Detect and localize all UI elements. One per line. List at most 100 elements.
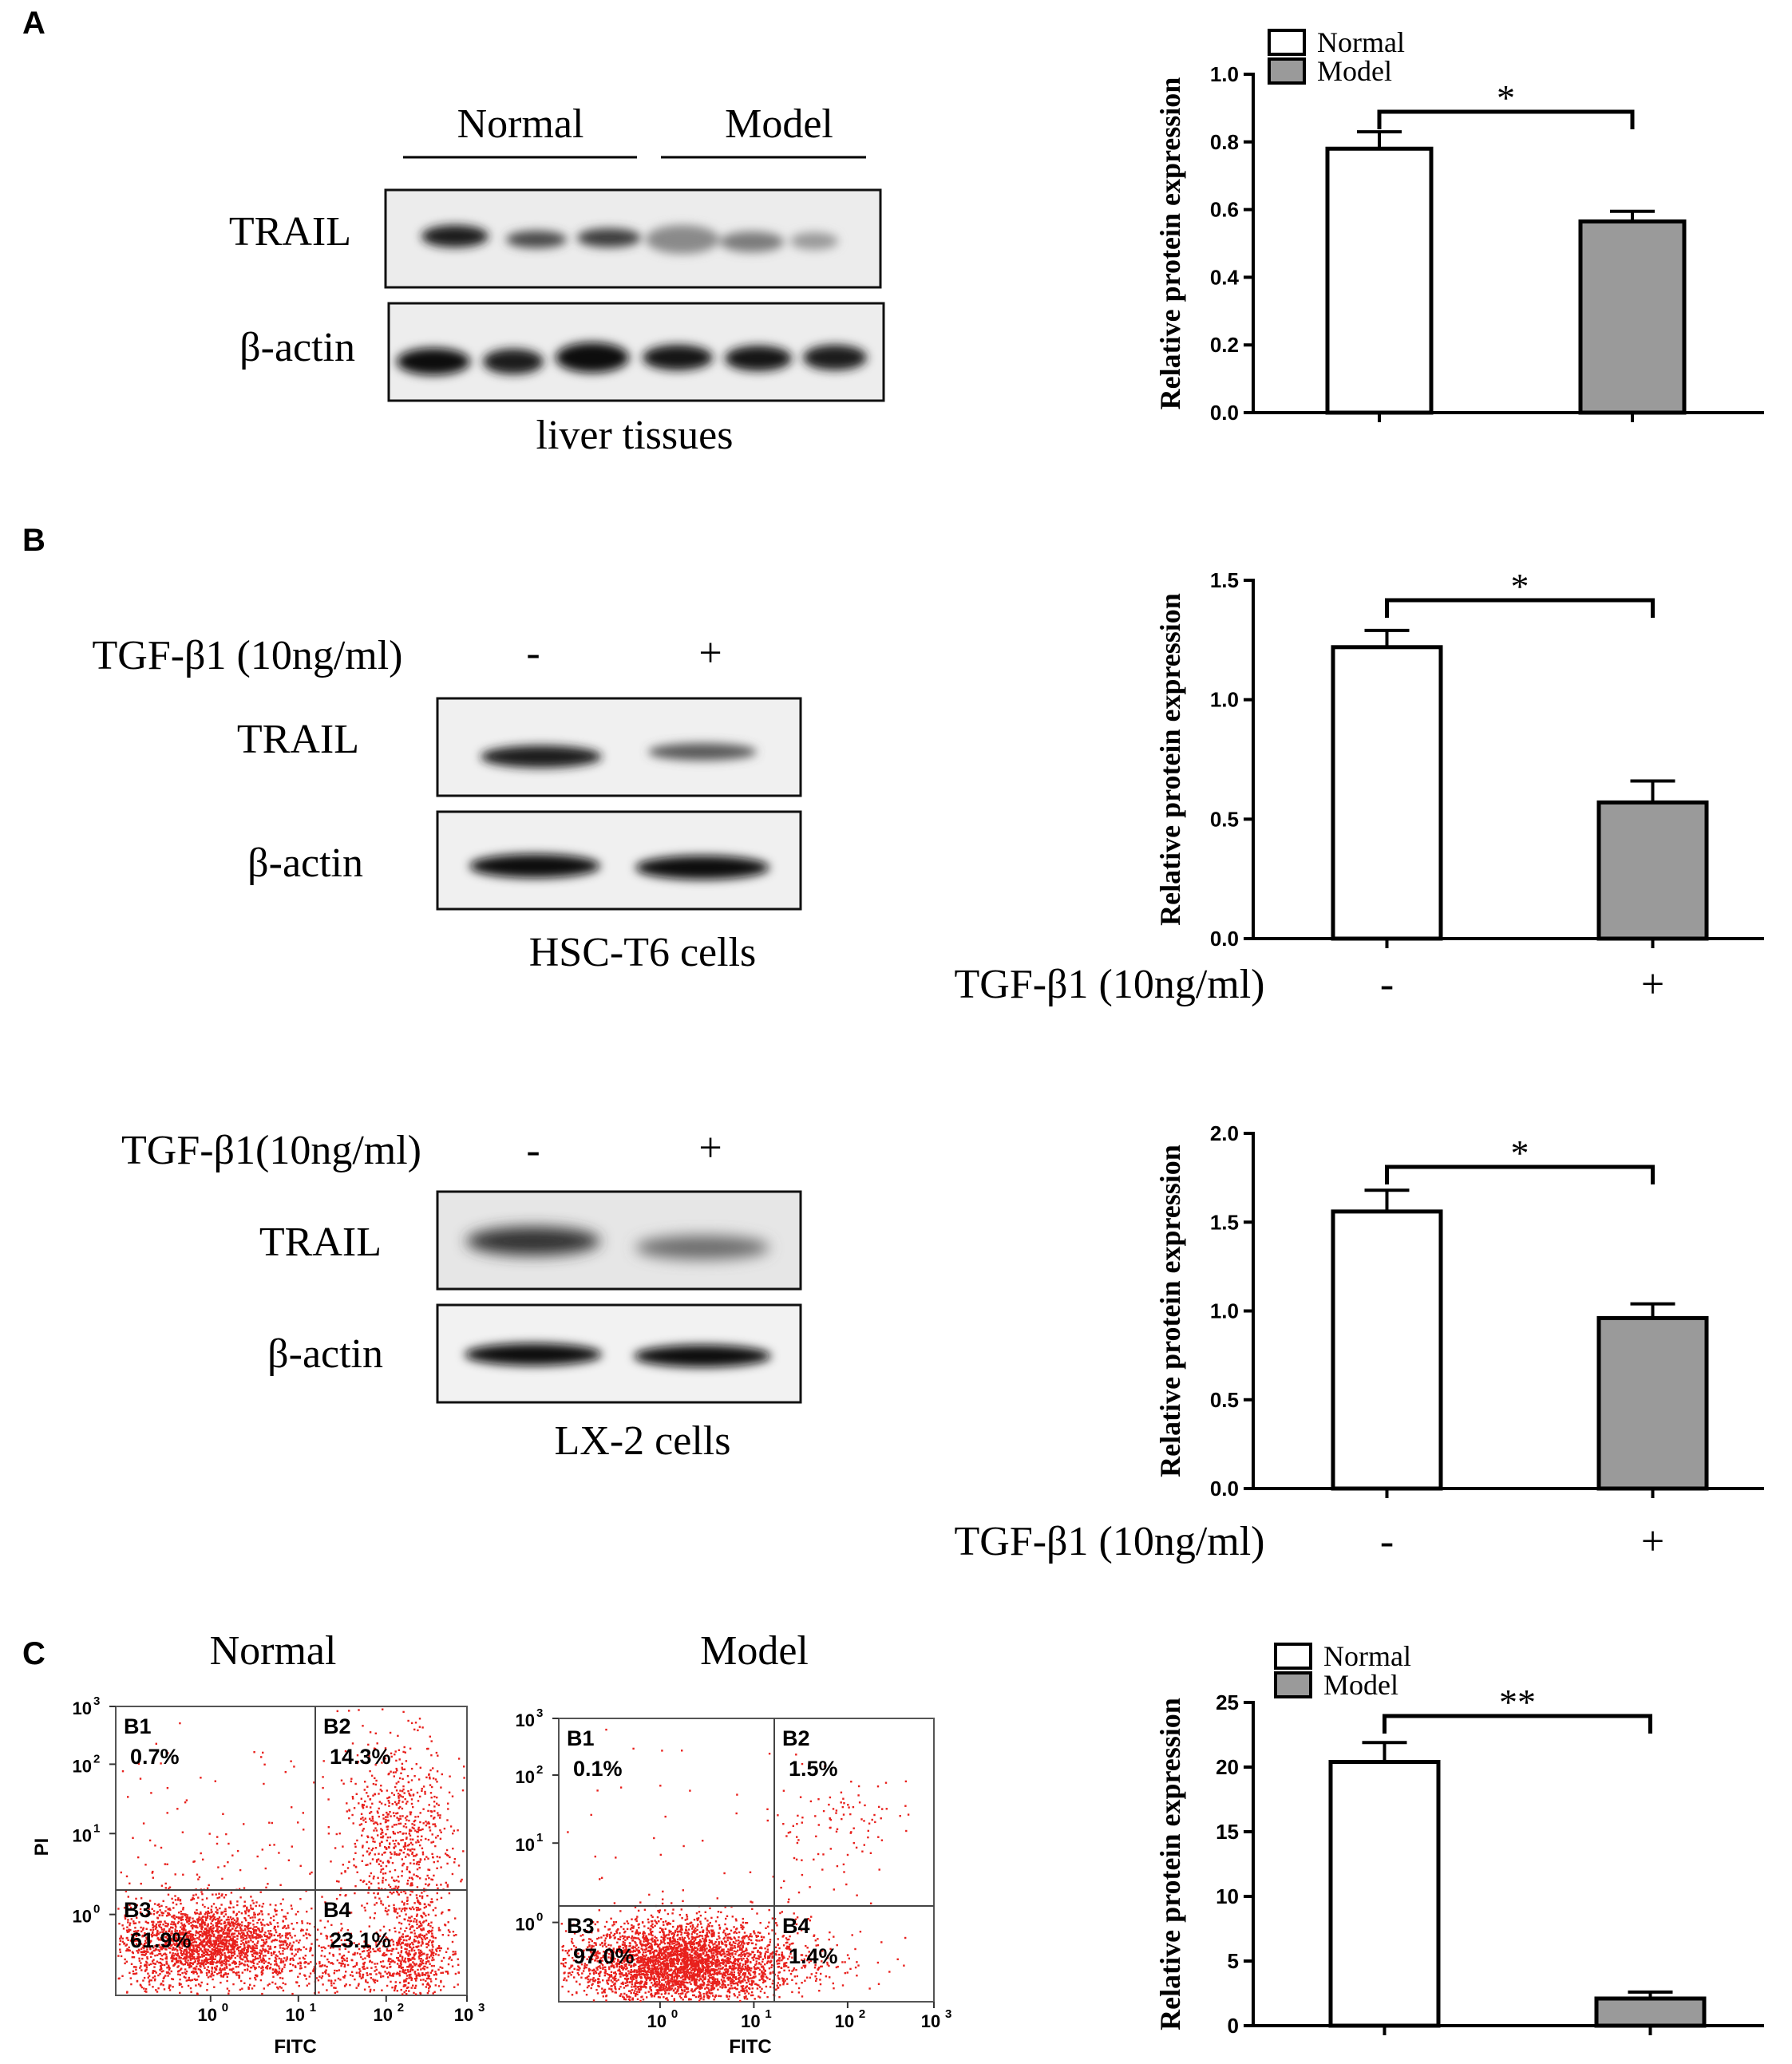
x-tick-label: + <box>1641 962 1664 1007</box>
flow-x-tick-label: 10 <box>921 2011 940 2031</box>
quadrant-name-b2: B2 <box>782 1726 810 1750</box>
y-tick-label: 5 <box>1228 1949 1239 1973</box>
flow-x-tick-label: 10 <box>647 2011 667 2031</box>
flow-x-tick-exponent: 1 <box>310 2001 316 2015</box>
quadrant-value-b4: 1.4% <box>789 1944 838 1968</box>
flow-x-tick-exponent: 1 <box>765 2007 771 2021</box>
significance-label: ** <box>1499 1682 1536 1722</box>
y-tick-label: 15 <box>1216 1820 1239 1844</box>
flow-y-tick-label: 10 <box>516 1767 535 1787</box>
y-axis-title: Relative protein expression <box>1154 77 1186 410</box>
y-tick-label: 0.8 <box>1210 130 1239 154</box>
flow-y-tick-label: 10 <box>73 1907 92 1927</box>
blot-b1-caption: HSC-T6 cells <box>529 930 757 975</box>
bar-chart-4: 0 5 10 15 20 25 Relative protein expression ** N… <box>1154 1640 1764 2038</box>
y-tick-label: 0.2 <box>1210 333 1239 357</box>
quadrant-value-b1: 0.7% <box>130 1745 180 1769</box>
bar-chart-2: 0.0 0.5 1.0 1.5 Relative protein expression *… <box>955 566 1764 1007</box>
quadrant-name-b3: B3 <box>124 1898 152 1922</box>
blot-a-row-actin: β-actin <box>239 325 355 370</box>
blot-b1-plus: + <box>698 631 722 676</box>
flow-x-tick-label: 10 <box>835 2011 854 2031</box>
panel-letter-b: B <box>22 523 45 558</box>
panel-letter-a: A <box>22 6 45 41</box>
flow-y-tick-label: 10 <box>73 1825 92 1845</box>
y-axis-title: Relative protein expression <box>1154 1698 1186 2030</box>
blot-b1-row-trail: TRAIL <box>237 717 359 762</box>
quadrant-name-b4: B4 <box>782 1914 810 1938</box>
flow-plot-title: Normal <box>210 1628 337 1674</box>
bar-chart-3: 0.0 0.5 1.0 1.5 2.0 Relative protein expressi… <box>955 1121 1764 1564</box>
blot-a-trail-bands <box>421 225 838 254</box>
significance-bracket <box>1385 1164 1655 1184</box>
blot-a-row-trail: TRAIL <box>229 209 351 255</box>
y-tick-label: 1.0 <box>1210 688 1239 712</box>
flow-x-axis-label: FITC <box>274 2036 316 2058</box>
significance-label: * <box>1497 77 1515 118</box>
legend-swatch-1 <box>1274 1643 1312 1670</box>
significance-label: * <box>1511 566 1529 607</box>
flow-y-tick-exponent: 1 <box>93 1821 100 1835</box>
legend-label-1: Normal <box>1317 26 1405 58</box>
significance-bracket <box>1385 598 1655 618</box>
flow-y-tick-label: 10 <box>516 1835 535 1855</box>
blot-a-caption: liver tissues <box>536 413 734 458</box>
flow-x-tick-exponent: 0 <box>671 2007 678 2021</box>
blot-b2-row-actin: β-actin <box>267 1331 383 1377</box>
significance-bracket <box>1383 1714 1652 1734</box>
y-axis-title: Relative protein expression <box>1154 593 1186 926</box>
y-tick-label: 1.0 <box>1210 1299 1239 1323</box>
blot-a-group-normal: Normal <box>457 101 584 147</box>
flow-y-tick-exponent: 0 <box>536 1911 543 1924</box>
bar-1 <box>1325 146 1434 415</box>
flow-scatter-points <box>560 1728 910 2003</box>
bar-charts: 0.0 0.2 0.4 0.6 0.8 1.0 Relative protein expre… <box>955 26 1764 2038</box>
significance-label: * <box>1511 1133 1529 1173</box>
x-tick-label: - <box>1380 1519 1394 1564</box>
y-tick-label: 1.5 <box>1210 568 1239 592</box>
x-axis-title: TGF-β1 (10ng/ml) <box>955 1519 1265 1564</box>
flow-x-tick-exponent: 0 <box>222 2001 228 2015</box>
y-tick-label: 0.4 <box>1210 265 1240 289</box>
flow-x-tick-exponent: 2 <box>859 2007 865 2021</box>
blot-b1-row-actin: β-actin <box>247 840 363 886</box>
bar-1 <box>1331 1209 1443 1491</box>
y-axis-title: Relative protein expression <box>1154 1145 1186 1477</box>
blot-b1-trail-bands <box>481 743 757 768</box>
quadrant-name-b4: B4 <box>323 1898 351 1922</box>
quadrant-value-b2: 1.5% <box>789 1757 838 1781</box>
flow-x-tick-label: 10 <box>198 2005 217 2025</box>
legend-label-1: Normal <box>1323 1640 1411 1672</box>
x-axis-title: TGF-β1 (10ng/ml) <box>955 962 1265 1007</box>
bar-2 <box>1594 1996 1707 2028</box>
y-tick-label: 10 <box>1216 1884 1239 1908</box>
y-tick-label: 0.0 <box>1210 927 1239 951</box>
blot-a-group-model: Model <box>725 101 833 147</box>
x-tick-label: + <box>1641 1519 1664 1564</box>
blot-b2-plus: + <box>698 1125 722 1171</box>
panel-letter-c: C <box>22 1636 45 1671</box>
quadrant-name-b3: B3 <box>567 1914 595 1938</box>
flow-x-axis-label: FITC <box>729 2036 771 2058</box>
flow-x-tick-exponent: 2 <box>398 2001 404 2015</box>
quadrant-value-b4: 23.1% <box>330 1928 391 1952</box>
western-blot-b1: TGF-β1 (10ng/ml) - + TRAIL β-actin HSC-T… <box>93 631 802 975</box>
blot-b1-actin-bands <box>469 854 769 880</box>
flow-x-tick-label: 10 <box>741 2011 760 2031</box>
bar-2 <box>1596 1315 1709 1491</box>
quadrant-value-b2: 14.3% <box>330 1745 391 1769</box>
flow-y-tick-exponent: 1 <box>536 1831 543 1845</box>
blot-a-actin-membrane <box>387 302 885 402</box>
significance-bracket <box>1377 109 1635 129</box>
legend-swatch-2 <box>1274 1671 1312 1698</box>
flow-x-tick-label: 10 <box>374 2005 393 2025</box>
flow-y-tick-exponent: 2 <box>536 1763 543 1777</box>
bar-chart-1: 0.0 0.2 0.4 0.6 0.8 1.0 Relative protein expre… <box>1154 26 1764 425</box>
y-tick-label: 0.6 <box>1210 198 1239 222</box>
flow-y-tick-label: 10 <box>516 1710 535 1730</box>
flow-x-tick-exponent: 3 <box>945 2007 951 2021</box>
